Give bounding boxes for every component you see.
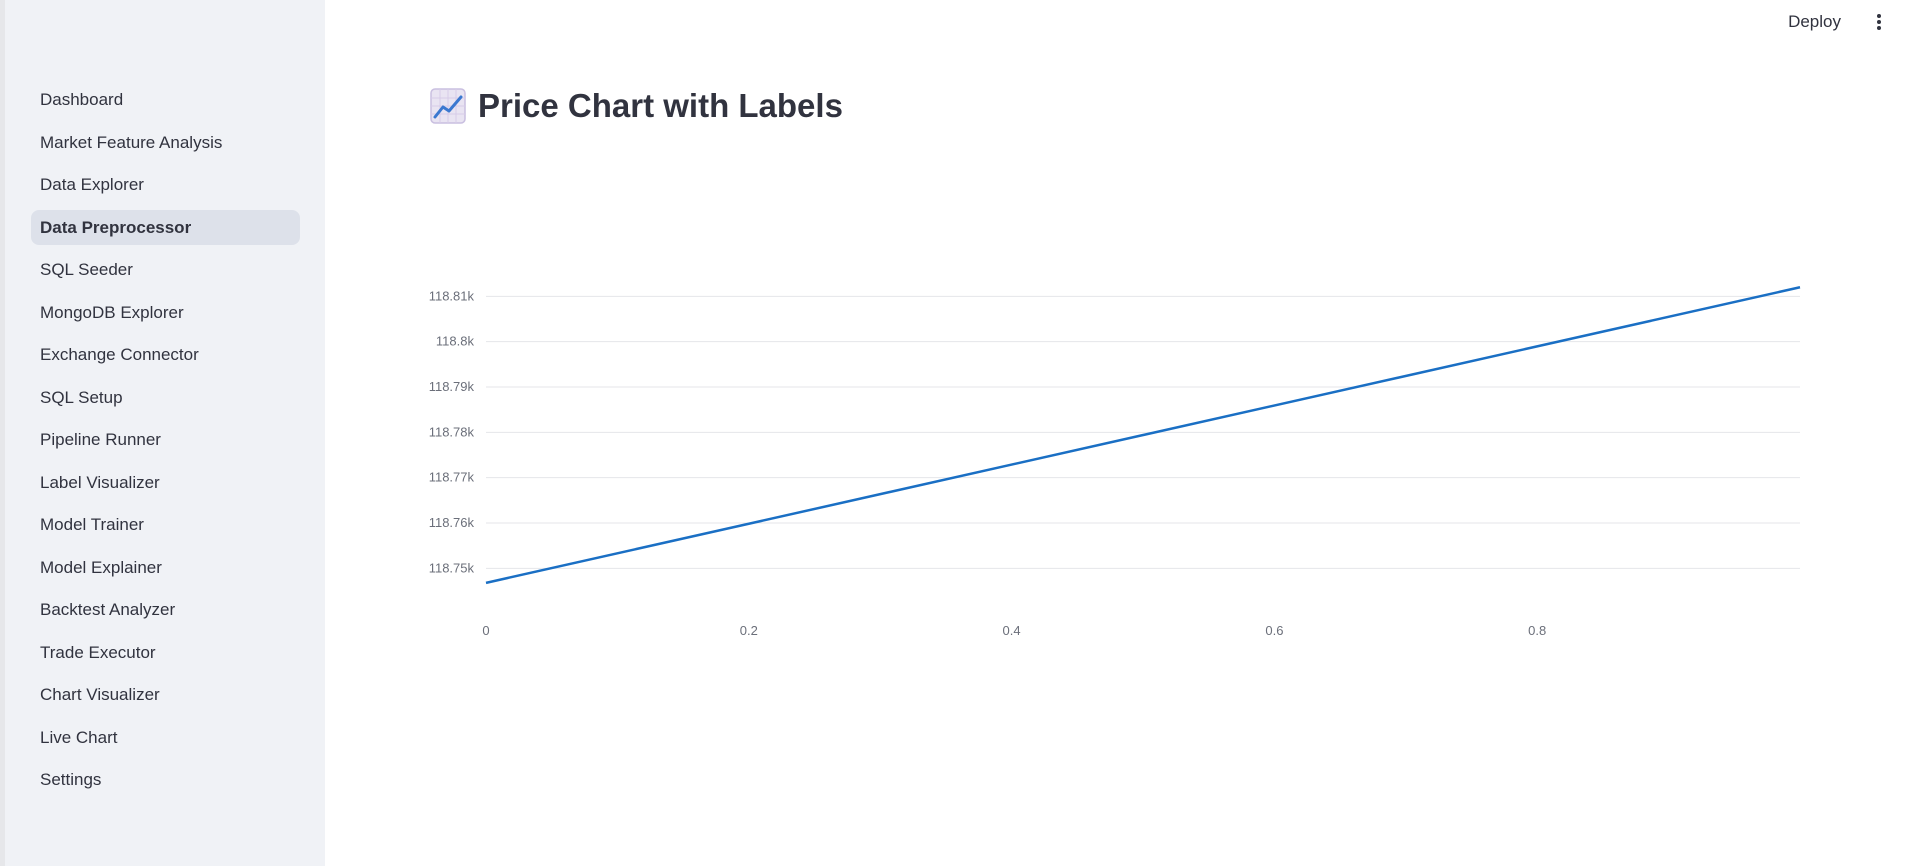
deploy-button[interactable]: Deploy: [1788, 12, 1841, 31]
y-tick-label: 118.76k: [429, 515, 475, 530]
sidebar-item-data-explorer[interactable]: Data Explorer: [40, 175, 144, 194]
sidebar-item-live-chart[interactable]: Live Chart: [40, 727, 118, 747]
sidebar-item-model-explainer[interactable]: Model Explainer: [40, 557, 162, 577]
sidebar: Dashboard Market Feature Analysis Data Exp…: [5, 0, 325, 866]
header: Deploy: [325, 0, 1919, 48]
y-gridlines: [486, 295, 1800, 569]
y-tick-labels: 118.75k 118.76k 118.77k 118.78k 118.79k 118.8…: [429, 288, 475, 575]
y-tick-label: 118.77k: [429, 470, 475, 485]
sidebar-item-data-preprocessor[interactable]: Data Preprocessor: [31, 209, 300, 245]
sidebar-item-chart-visualizer[interactable]: Chart Visualizer: [40, 685, 160, 704]
sidebar-nav: Dashboard Market Feature Analysis Data Exp…: [31, 82, 300, 805]
y-tick-label: 118.75k: [429, 560, 475, 575]
y-tick-label: 118.81k: [429, 288, 475, 303]
series-line: [485, 286, 1801, 585]
sidebar-item-trade-executor[interactable]: Trade Executor: [40, 642, 156, 662]
sidebar-item-mongodb-explorer[interactable]: MongoDB Explorer: [40, 302, 184, 322]
sidebar-item-model-trainer[interactable]: Model Trainer: [40, 515, 144, 534]
sidebar-item-sql-seeder[interactable]: SQL Seeder: [40, 260, 133, 279]
sidebar-item-settings[interactable]: Settings: [40, 770, 102, 789]
chart-increasing-icon: [430, 88, 466, 124]
page-title: Price Chart with Labels: [478, 87, 843, 124]
x-tick-labels: 0 0.2 0.4 0.6 0.8: [482, 623, 1546, 638]
x-tick-label: 0.4: [1003, 623, 1021, 638]
x-tick-label: 0.6: [1265, 623, 1283, 638]
x-tick-label: 0.2: [740, 623, 758, 638]
x-tick-label: 0.8: [1528, 623, 1546, 638]
price-line-chart: 118.75k 118.76k 118.77k 118.78k 118.79k 118.8…: [429, 286, 1801, 638]
sidebar-item-exchange-connector[interactable]: Exchange Connector: [40, 345, 199, 364]
sidebar-item-dashboard[interactable]: Dashboard: [40, 90, 124, 109]
chart-series: [485, 286, 1801, 585]
sidebar-item-market-feature-analysis[interactable]: Market Feature Analysis: [40, 132, 223, 152]
kebab-menu-icon[interactable]: [1875, 14, 1883, 34]
y-tick-label: 118.8k: [436, 334, 475, 349]
y-tick-label: 118.79k: [429, 379, 475, 394]
window-edge: [0, 0, 5, 866]
sidebar-item-backtest-analyzer[interactable]: Backtest Analyzer: [40, 600, 176, 619]
sidebar-item-label-visualizer[interactable]: Label Visualizer: [40, 472, 160, 492]
x-tick-label: 0: [482, 623, 489, 638]
page-header: Price Chart with Labels: [430, 86, 843, 126]
sidebar-item-pipeline-runner[interactable]: Pipeline Runner: [40, 430, 161, 449]
y-tick-label: 118.78k: [429, 424, 475, 439]
sidebar-item-sql-setup[interactable]: SQL Setup: [40, 387, 123, 407]
